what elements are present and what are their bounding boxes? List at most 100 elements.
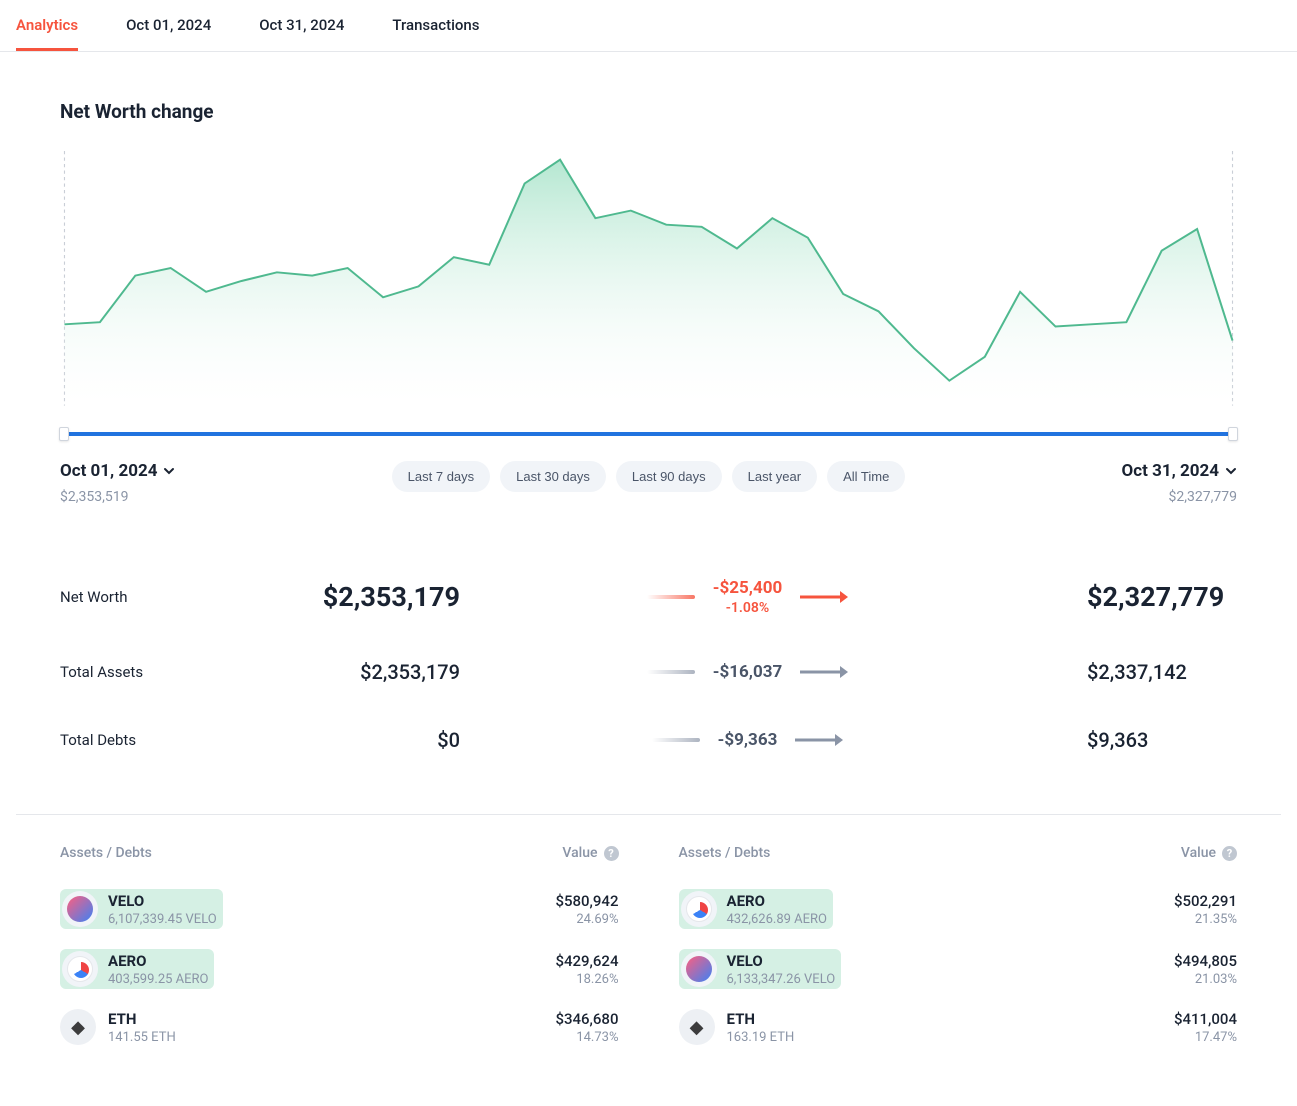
assets-header-value-text: Value xyxy=(562,845,597,861)
asset-amount: 163.19 ETH xyxy=(727,1030,795,1045)
summary-row-assets: Total Assets $2,353,179 -$16,037 $2,337,… xyxy=(60,638,1237,706)
asset-symbol: VELO xyxy=(727,952,836,970)
asset-pct: 18.26% xyxy=(555,972,618,987)
summary-start-value: $2,353,179 xyxy=(260,660,460,684)
summary-start-value: $0 xyxy=(260,728,460,752)
assets-header-label: Assets / Debts xyxy=(60,845,152,861)
asset-symbol: AERO xyxy=(108,952,208,970)
info-icon[interactable]: ? xyxy=(604,846,619,861)
asset-value: $494,805 xyxy=(1174,952,1237,970)
arrow-right-icon xyxy=(800,664,850,680)
gradient-bar-icon xyxy=(647,595,695,599)
eth-icon: ◆ xyxy=(679,1009,715,1045)
gradient-bar-icon xyxy=(647,670,695,674)
asset-pct: 14.73% xyxy=(555,1030,618,1045)
gradient-bar-icon xyxy=(652,738,700,742)
date-start-label: Oct 01, 2024 xyxy=(60,461,157,481)
chevron-down-icon xyxy=(163,465,175,477)
assets-header-value: Value ? xyxy=(1181,845,1237,861)
change-pct: -1.08% xyxy=(713,600,782,616)
networth-chart xyxy=(60,151,1237,411)
date-end-block: Oct 31, 2024 $2,327,779 xyxy=(1122,461,1237,505)
aero-icon xyxy=(62,951,98,987)
arrow-right-icon xyxy=(795,732,845,748)
summary-end-value: $9,363 xyxy=(1087,728,1148,752)
range-btn-90d[interactable]: Last 90 days xyxy=(616,461,722,492)
summary-row-debts: Total Debts $0 -$9,363 $9,363 xyxy=(60,706,1237,774)
date-end-value: $2,327,779 xyxy=(1122,489,1237,505)
asset-row[interactable]: AERO 432,626.89 AERO $502,291 21.35% xyxy=(679,879,1238,939)
date-start-picker[interactable]: Oct 01, 2024 xyxy=(60,461,175,481)
asset-right: $494,805 21.03% xyxy=(1174,952,1237,987)
asset-left: AERO 403,599.25 AERO xyxy=(60,949,214,989)
summary-end-value: $2,327,779 xyxy=(1087,581,1224,613)
assets-column-right: Assets / Debts Value ? AERO 432,626.89 AE… xyxy=(679,845,1238,1055)
asset-amount: 6,133,347.26 VELO xyxy=(727,972,836,987)
asset-left: VELO 6,107,339.45 VELO xyxy=(60,889,223,929)
tab-date-start[interactable]: Oct 01, 2024 xyxy=(126,16,211,51)
summary-start-value: $2,353,179 xyxy=(260,581,460,613)
range-slider[interactable] xyxy=(64,427,1233,441)
range-handle-left[interactable] xyxy=(59,427,69,441)
asset-pct: 24.69% xyxy=(555,912,618,927)
assets-column-left: Assets / Debts Value ? VELO 6,107,339.45 … xyxy=(60,845,619,1055)
summary-change-block: -$9,363 xyxy=(460,730,1037,750)
asset-pct: 21.35% xyxy=(1174,912,1237,927)
range-handle-right[interactable] xyxy=(1228,427,1238,441)
arrow-right-icon xyxy=(800,589,850,605)
chevron-down-icon xyxy=(1225,465,1237,477)
range-btn-7d[interactable]: Last 7 days xyxy=(392,461,491,492)
asset-right: $429,624 18.26% xyxy=(555,952,618,987)
asset-left: ◆ETH141.55 ETH xyxy=(60,1009,176,1045)
asset-value: $502,291 xyxy=(1174,892,1237,910)
aero-icon xyxy=(681,891,717,927)
tabs-bar: Analytics Oct 01, 2024 Oct 31, 2024 Tran… xyxy=(0,0,1297,52)
velo-icon xyxy=(681,951,717,987)
asset-amount: 141.55 ETH xyxy=(108,1030,176,1045)
asset-pct: 17.47% xyxy=(1174,1030,1237,1045)
asset-amount: 432,626.89 AERO xyxy=(727,912,827,927)
date-end-label: Oct 31, 2024 xyxy=(1122,461,1219,481)
assets-header: Assets / Debts Value ? xyxy=(60,845,619,861)
asset-row[interactable]: AERO 403,599.25 AERO $429,624 18.26% xyxy=(60,939,619,999)
asset-right: $502,291 21.35% xyxy=(1174,892,1237,927)
asset-value: $580,942 xyxy=(555,892,618,910)
velo-icon xyxy=(62,891,98,927)
range-btn-30d[interactable]: Last 30 days xyxy=(500,461,606,492)
tab-date-end[interactable]: Oct 31, 2024 xyxy=(259,16,344,51)
asset-pct: 21.03% xyxy=(1174,972,1237,987)
info-icon[interactable]: ? xyxy=(1222,846,1237,861)
assets-section: Assets / Debts Value ? VELO 6,107,339.45 … xyxy=(60,845,1237,1055)
asset-left: ◆ ETH 163.19 ETH xyxy=(679,1009,795,1045)
asset-row[interactable]: ◆ETH163.19 ETH$411,00417.47% xyxy=(679,999,1238,1055)
date-end-picker[interactable]: Oct 31, 2024 xyxy=(1122,461,1237,481)
summary-row-networth: Net Worth $2,353,179 -$25,400 -1.08% $2,… xyxy=(60,556,1237,638)
asset-amount: 403,599.25 AERO xyxy=(108,972,208,987)
summary-table: Net Worth $2,353,179 -$25,400 -1.08% $2,… xyxy=(60,556,1237,774)
change-value: -$9,363 xyxy=(718,730,778,750)
asset-value: $429,624 xyxy=(555,952,618,970)
range-btn-all[interactable]: All Time xyxy=(827,461,905,492)
summary-label: Net Worth xyxy=(60,588,260,606)
date-start-block: Oct 01, 2024 $2,353,519 xyxy=(60,461,175,505)
tab-transactions[interactable]: Transactions xyxy=(392,16,479,51)
asset-row[interactable]: ◆ETH141.55 ETH$346,68014.73% xyxy=(60,999,619,1055)
eth-icon: ◆ xyxy=(60,1009,96,1045)
tab-analytics[interactable]: Analytics xyxy=(16,16,78,51)
asset-row[interactable]: VELO 6,133,347.26 VELO $494,805 21.03% xyxy=(679,939,1238,999)
assets-header-value: Value ? xyxy=(562,845,618,861)
summary-label: Total Debts xyxy=(60,731,260,749)
change-value: -$16,037 xyxy=(713,662,782,682)
asset-row[interactable]: VELO 6,107,339.45 VELO $580,942 24.69% xyxy=(60,879,619,939)
summary-end-value: $2,337,142 xyxy=(1087,660,1187,684)
summary-change-block: -$25,400 -1.08% xyxy=(460,578,1037,616)
range-track xyxy=(64,432,1233,436)
asset-right: $580,942 24.69% xyxy=(555,892,618,927)
asset-amount: 6,107,339.45 VELO xyxy=(108,912,217,927)
asset-symbol: ETH xyxy=(727,1010,795,1028)
range-btn-1y[interactable]: Last year xyxy=(732,461,817,492)
asset-symbol: VELO xyxy=(108,892,217,910)
assets-header: Assets / Debts Value ? xyxy=(679,845,1238,861)
asset-left: AERO 432,626.89 AERO xyxy=(679,889,833,929)
asset-symbol: AERO xyxy=(727,892,827,910)
